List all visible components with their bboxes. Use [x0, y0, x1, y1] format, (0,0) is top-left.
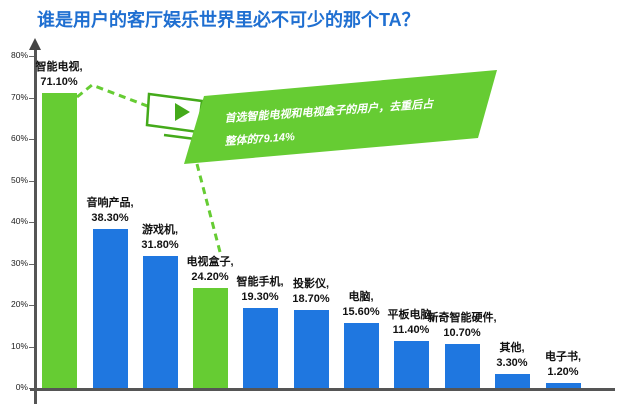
bar-category-label: 新奇智能硬件, — [427, 311, 497, 324]
bar — [294, 310, 329, 388]
y-tick-mark — [29, 139, 34, 140]
bar-value-label: 24.20% — [191, 270, 229, 283]
y-tick-mark — [29, 56, 34, 57]
bar — [143, 256, 178, 388]
y-tick-label: 80% — [10, 50, 28, 60]
bar-value-label: 10.70% — [443, 326, 481, 339]
bar-category-label: 游戏机, — [141, 224, 179, 237]
y-tick-mark — [29, 263, 34, 265]
bar-label: 电子书, 1.20% — [518, 350, 608, 380]
bar-value-label: 18.70% — [292, 293, 330, 306]
bar-label: 智能电视, 71.10% — [14, 60, 104, 90]
callout-text-line1: 首选智能电视和电视盒子的用户，去重后占 — [224, 98, 434, 125]
x-axis — [30, 388, 615, 391]
bar-value-label: 3.30% — [496, 357, 528, 370]
y-tick-label: 0% — [15, 382, 28, 392]
y-tick-label: 20% — [10, 299, 28, 309]
y-tick-label: 40% — [10, 216, 28, 226]
y-tick-label: 50% — [10, 174, 28, 185]
bar-label: 平板电脑, 11.40% — [366, 308, 456, 338]
bar — [445, 343, 480, 388]
bar-label: 智能手机, 19.30% — [215, 275, 305, 305]
bar-value-label: 19.30% — [241, 290, 279, 303]
tv-play-icon — [145, 92, 204, 141]
y-tick-mark — [29, 305, 34, 306]
bar-value-label: 31.80% — [141, 239, 179, 252]
bar-category-label: 智能电视, — [35, 60, 83, 73]
bar-category-label: 电脑, — [348, 291, 374, 304]
bar-label: 新奇智能硬件, 10.70% — [417, 311, 507, 341]
bar-value-label: 15.60% — [342, 306, 380, 319]
bar-label: 电脑, 15.60% — [316, 290, 406, 320]
y-axis-arrow-icon — [29, 38, 41, 50]
y-tick-mark — [29, 346, 34, 348]
y-tick-mark — [29, 222, 34, 223]
y-tick-label: 60% — [10, 133, 28, 143]
bar — [546, 383, 581, 388]
bar-category-label: 电子书, — [544, 351, 582, 364]
bar-label: 其他, 3.30% — [467, 341, 557, 371]
y-tick-label: 70% — [10, 91, 28, 102]
bar-category-label: 电视盒子, — [186, 255, 234, 268]
bar-category-label: 其他, — [499, 342, 525, 355]
y-tick-label: 10% — [10, 340, 28, 351]
bar-label: 电视盒子, 24.20% — [165, 255, 255, 285]
y-tick-mark — [29, 97, 34, 99]
bar-label: 游戏机, 31.80% — [115, 223, 205, 253]
y-axis — [34, 48, 37, 404]
bar — [243, 307, 278, 388]
bar — [193, 287, 228, 388]
bar — [344, 323, 379, 388]
y-tick-label: 30% — [10, 257, 28, 268]
bar-value-label: 38.30% — [91, 212, 129, 225]
chart-title: 谁是用户的客厅娱乐世界里必不可少的那个TA？ — [37, 10, 420, 30]
bar — [93, 229, 128, 388]
bar-category-label: 平板电脑, — [387, 308, 435, 321]
bar-label: 投影仪, 18.70% — [266, 277, 356, 307]
bar-category-label: 音响产品, — [86, 197, 134, 210]
callout-text-line2: 整体的79.14% — [224, 131, 296, 148]
y-tick-mark — [29, 180, 34, 182]
bar-value-label: 71.10% — [40, 75, 78, 88]
bar — [394, 340, 429, 388]
bar-value-label: 1.20% — [547, 366, 579, 379]
bar — [495, 374, 530, 388]
bar — [42, 92, 77, 388]
bar-category-label: 投影仪, — [292, 278, 330, 291]
bar-category-label: 智能手机, — [236, 275, 284, 288]
bar-value-label: 11.40% — [392, 323, 430, 336]
bar-label: 音响产品, 38.30% — [65, 196, 155, 226]
